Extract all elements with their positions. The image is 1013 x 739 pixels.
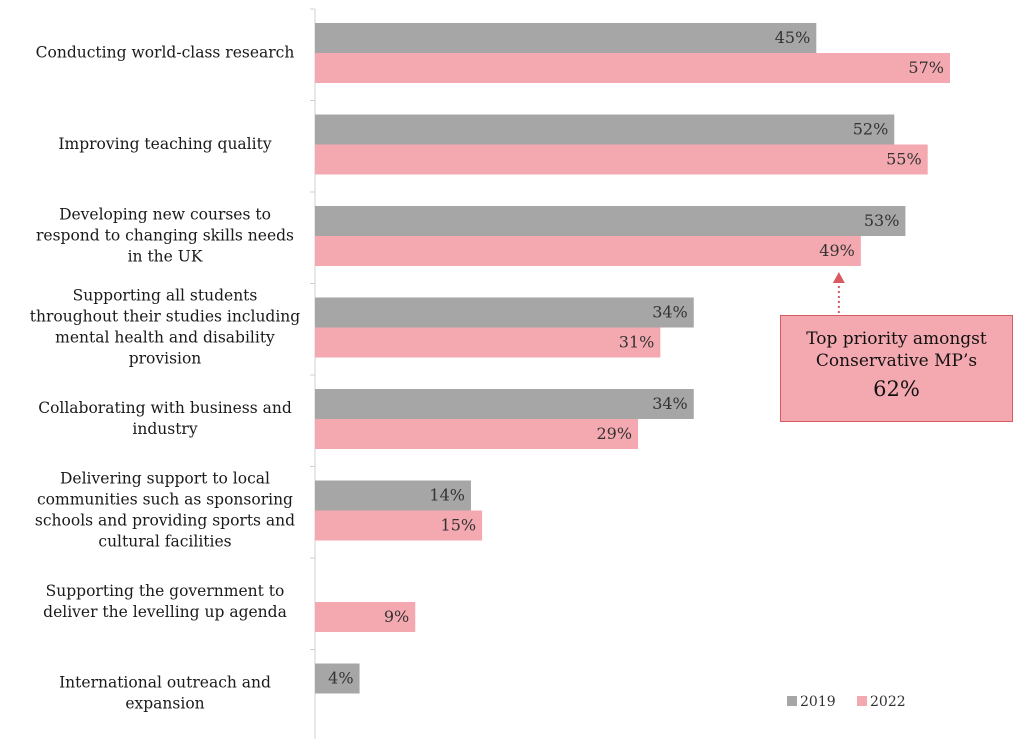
bar-2019-2 xyxy=(315,206,906,236)
legend: 2019 2022 xyxy=(787,694,906,710)
data-label-2019-2: 53% xyxy=(864,211,900,230)
category-label-1: Improving teaching quality xyxy=(58,135,271,153)
bar-2022-0 xyxy=(315,53,950,83)
category-label-5: Delivering support to local communities s… xyxy=(35,470,295,551)
data-label-2019-0: 45% xyxy=(775,28,811,47)
legend-label-2019: 2019 xyxy=(800,694,836,710)
bars-layer xyxy=(315,23,950,694)
bar-2022-1 xyxy=(315,144,928,175)
category-label-6: Supporting the government to deliver the … xyxy=(43,582,287,621)
legend-swatch-2019 xyxy=(787,696,797,706)
data-label-2022-0: 57% xyxy=(908,58,944,77)
callout-box: Top priority amongst Conservative MP’s 6… xyxy=(780,315,1013,422)
bar-2019-0 xyxy=(315,23,817,53)
category-label-7: International outreach and expansion xyxy=(59,674,271,713)
data-label-2019-1: 52% xyxy=(853,120,889,139)
bar-2019-3 xyxy=(315,297,694,328)
bar-2022-2 xyxy=(315,236,861,266)
data-label-2022-6: 9% xyxy=(384,607,409,626)
bar-2022-3 xyxy=(315,327,661,358)
arrow-head xyxy=(832,272,845,283)
category-label-2: Developing new courses to respond to chan… xyxy=(36,206,294,266)
bar-2019-1 xyxy=(315,114,895,145)
labels-layer: 45% 57% Conducting world-class research 52%… xyxy=(30,28,944,713)
data-label-2022-1: 55% xyxy=(886,150,922,169)
legend-swatch-2022 xyxy=(857,696,867,706)
category-label-3: Supporting all students throughout their … xyxy=(30,287,301,368)
bar-2022-4 xyxy=(315,419,639,449)
data-label-2022-4: 29% xyxy=(596,424,632,443)
legend-label-2022: 2022 xyxy=(870,694,906,710)
data-label-2022-2: 49% xyxy=(819,241,855,260)
axis-layer xyxy=(310,8,316,739)
data-label-2022-5: 15% xyxy=(441,516,477,535)
data-label-2022-3: 31% xyxy=(619,333,655,352)
callout-line-2: Conservative MP’s xyxy=(815,351,978,371)
data-label-2019-7: 4% xyxy=(328,669,353,688)
data-label-2019-5: 14% xyxy=(429,486,465,505)
category-label-0: Conducting world-class research xyxy=(36,44,295,62)
callout-line-1: Top priority amongst xyxy=(806,329,987,349)
bar-2022-6 xyxy=(315,602,416,632)
bar-2022-5 xyxy=(315,510,483,541)
callout-arrow xyxy=(832,272,845,313)
category-label-4: Collaborating with business and industry xyxy=(38,399,292,438)
callout-value: 62% xyxy=(873,377,920,401)
bar-2019-4 xyxy=(315,389,694,419)
data-label-2019-4: 34% xyxy=(652,394,688,413)
data-label-2019-3: 34% xyxy=(652,303,688,322)
bar-2019-5 xyxy=(315,480,471,511)
bar-2019-7 xyxy=(315,663,360,694)
